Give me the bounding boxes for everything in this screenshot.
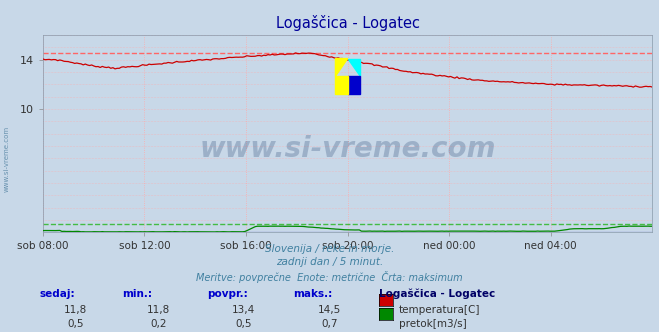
- Text: 0,5: 0,5: [67, 319, 84, 329]
- Text: www.si-vreme.com: www.si-vreme.com: [200, 135, 496, 163]
- Text: 0,7: 0,7: [321, 319, 338, 329]
- Polygon shape: [335, 76, 348, 94]
- Text: Logaščica - Logatec: Logaščica - Logatec: [379, 289, 495, 299]
- Text: 0,2: 0,2: [150, 319, 167, 329]
- Text: temperatura[C]: temperatura[C]: [399, 305, 480, 315]
- Text: 11,8: 11,8: [146, 305, 170, 315]
- Text: Slovenija / reke in morje.: Slovenija / reke in morje.: [265, 244, 394, 254]
- Text: maks.:: maks.:: [293, 289, 333, 299]
- Text: zadnji dan / 5 minut.: zadnji dan / 5 minut.: [276, 257, 383, 267]
- Text: 0,5: 0,5: [235, 319, 252, 329]
- Polygon shape: [348, 58, 360, 76]
- Text: pretok[m3/s]: pretok[m3/s]: [399, 319, 467, 329]
- Text: sedaj:: sedaj:: [40, 289, 75, 299]
- Text: Meritve: povprečne  Enote: metrične  Črta: maksimum: Meritve: povprečne Enote: metrične Črta:…: [196, 271, 463, 283]
- Text: 13,4: 13,4: [232, 305, 256, 315]
- Title: Logaščica - Logatec: Logaščica - Logatec: [275, 15, 420, 31]
- Text: min.:: min.:: [122, 289, 152, 299]
- Polygon shape: [348, 76, 360, 94]
- Polygon shape: [335, 58, 348, 76]
- Text: povpr.:: povpr.:: [208, 289, 248, 299]
- Text: 11,8: 11,8: [64, 305, 88, 315]
- Text: 14,5: 14,5: [318, 305, 341, 315]
- Text: www.si-vreme.com: www.si-vreme.com: [3, 126, 9, 193]
